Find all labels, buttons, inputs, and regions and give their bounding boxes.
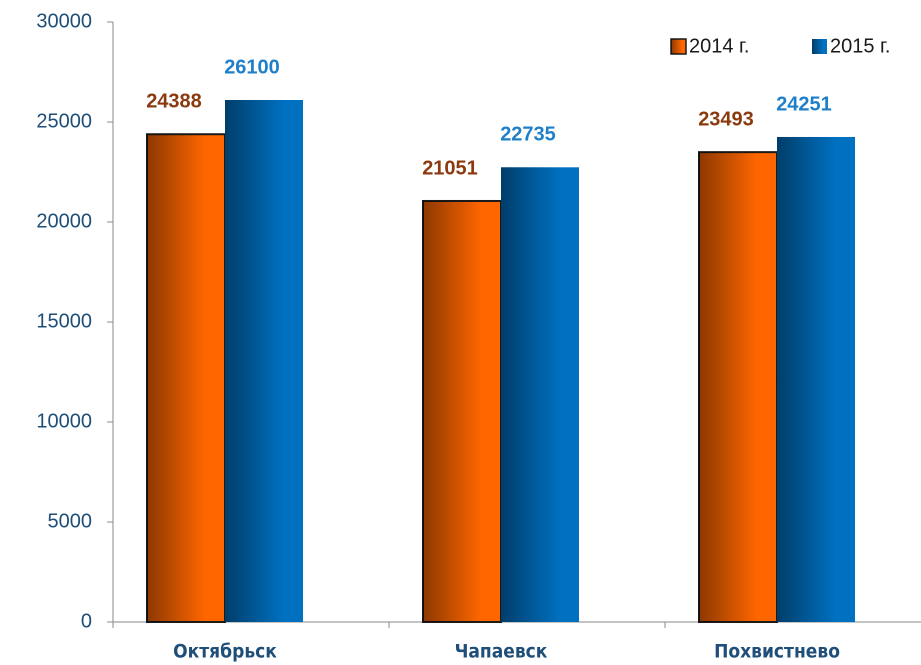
- legend-label: 2014 г.: [689, 35, 749, 57]
- y-tick-label: 15000: [36, 310, 92, 332]
- data-label: 21051: [422, 157, 478, 179]
- legend-swatch-shade: [671, 39, 686, 54]
- data-label: 24388: [146, 91, 202, 113]
- data-label: 24251: [776, 93, 832, 115]
- data-label: 26100: [224, 56, 280, 78]
- legend-swatch-shade: [812, 39, 827, 54]
- y-tick-label: 25000: [36, 110, 92, 132]
- y-tick-label: 10000: [36, 410, 92, 432]
- legend-label: 2015 г.: [830, 35, 890, 57]
- bar-shade: [147, 134, 225, 623]
- x-tick-label: Чапаевск: [455, 641, 548, 663]
- bar-shade: [225, 100, 303, 622]
- y-tick-label: 20000: [36, 210, 92, 232]
- data-label: 22735: [500, 124, 556, 146]
- x-tick-label: Октябрьск: [173, 641, 277, 663]
- bar-shade: [501, 167, 579, 623]
- y-tick-label: 0: [81, 610, 92, 632]
- data-label: 23493: [698, 108, 754, 130]
- bar-shade: [777, 136, 855, 623]
- bar-shade: [699, 152, 777, 622]
- y-tick-label: 30000: [36, 10, 92, 32]
- y-tick-label: 5000: [48, 510, 93, 532]
- x-tick-label: Похвистнево: [714, 641, 840, 663]
- bar-shade: [423, 200, 501, 623]
